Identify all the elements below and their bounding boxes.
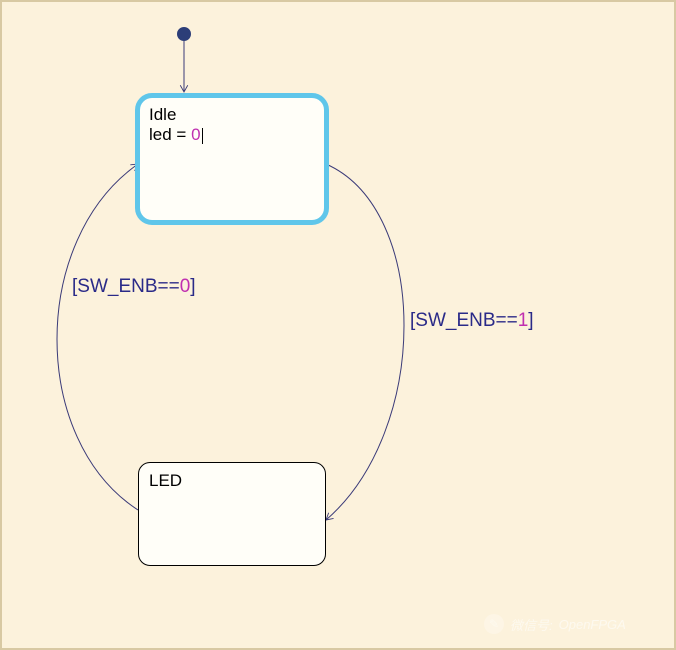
state-title: LED (149, 471, 315, 491)
label-suffix: ] (528, 310, 533, 331)
label-prefix: [SW_ENB== (410, 310, 518, 331)
watermark: ✎ 微信号: OpenFPGA (484, 614, 626, 634)
state-node-idle[interactable]: Idle led = 0 (138, 96, 326, 222)
label-prefix: [SW_ENB== (72, 276, 180, 297)
wechat-icon: ✎ (484, 614, 504, 634)
expr-value: 0 (191, 125, 200, 144)
label-value: 1 (518, 310, 529, 331)
state-node-led[interactable]: LED (138, 462, 326, 566)
state-title: Idle (149, 105, 315, 125)
watermark-prefix: 微信号: (510, 615, 553, 634)
watermark-account: OpenFPGA (559, 617, 626, 632)
transition-label-led-to-idle[interactable]: [SW_ENB==0] (72, 276, 196, 298)
initial-state-marker (177, 27, 191, 41)
expr-prefix: led = (149, 125, 191, 144)
label-value: 0 (180, 276, 191, 297)
text-cursor (202, 128, 203, 144)
state-expression: led = 0 (149, 125, 315, 145)
label-suffix: ] (190, 276, 195, 297)
transition-label-idle-to-led[interactable]: [SW_ENB==1] (410, 310, 534, 332)
diagram-canvas (0, 0, 676, 650)
